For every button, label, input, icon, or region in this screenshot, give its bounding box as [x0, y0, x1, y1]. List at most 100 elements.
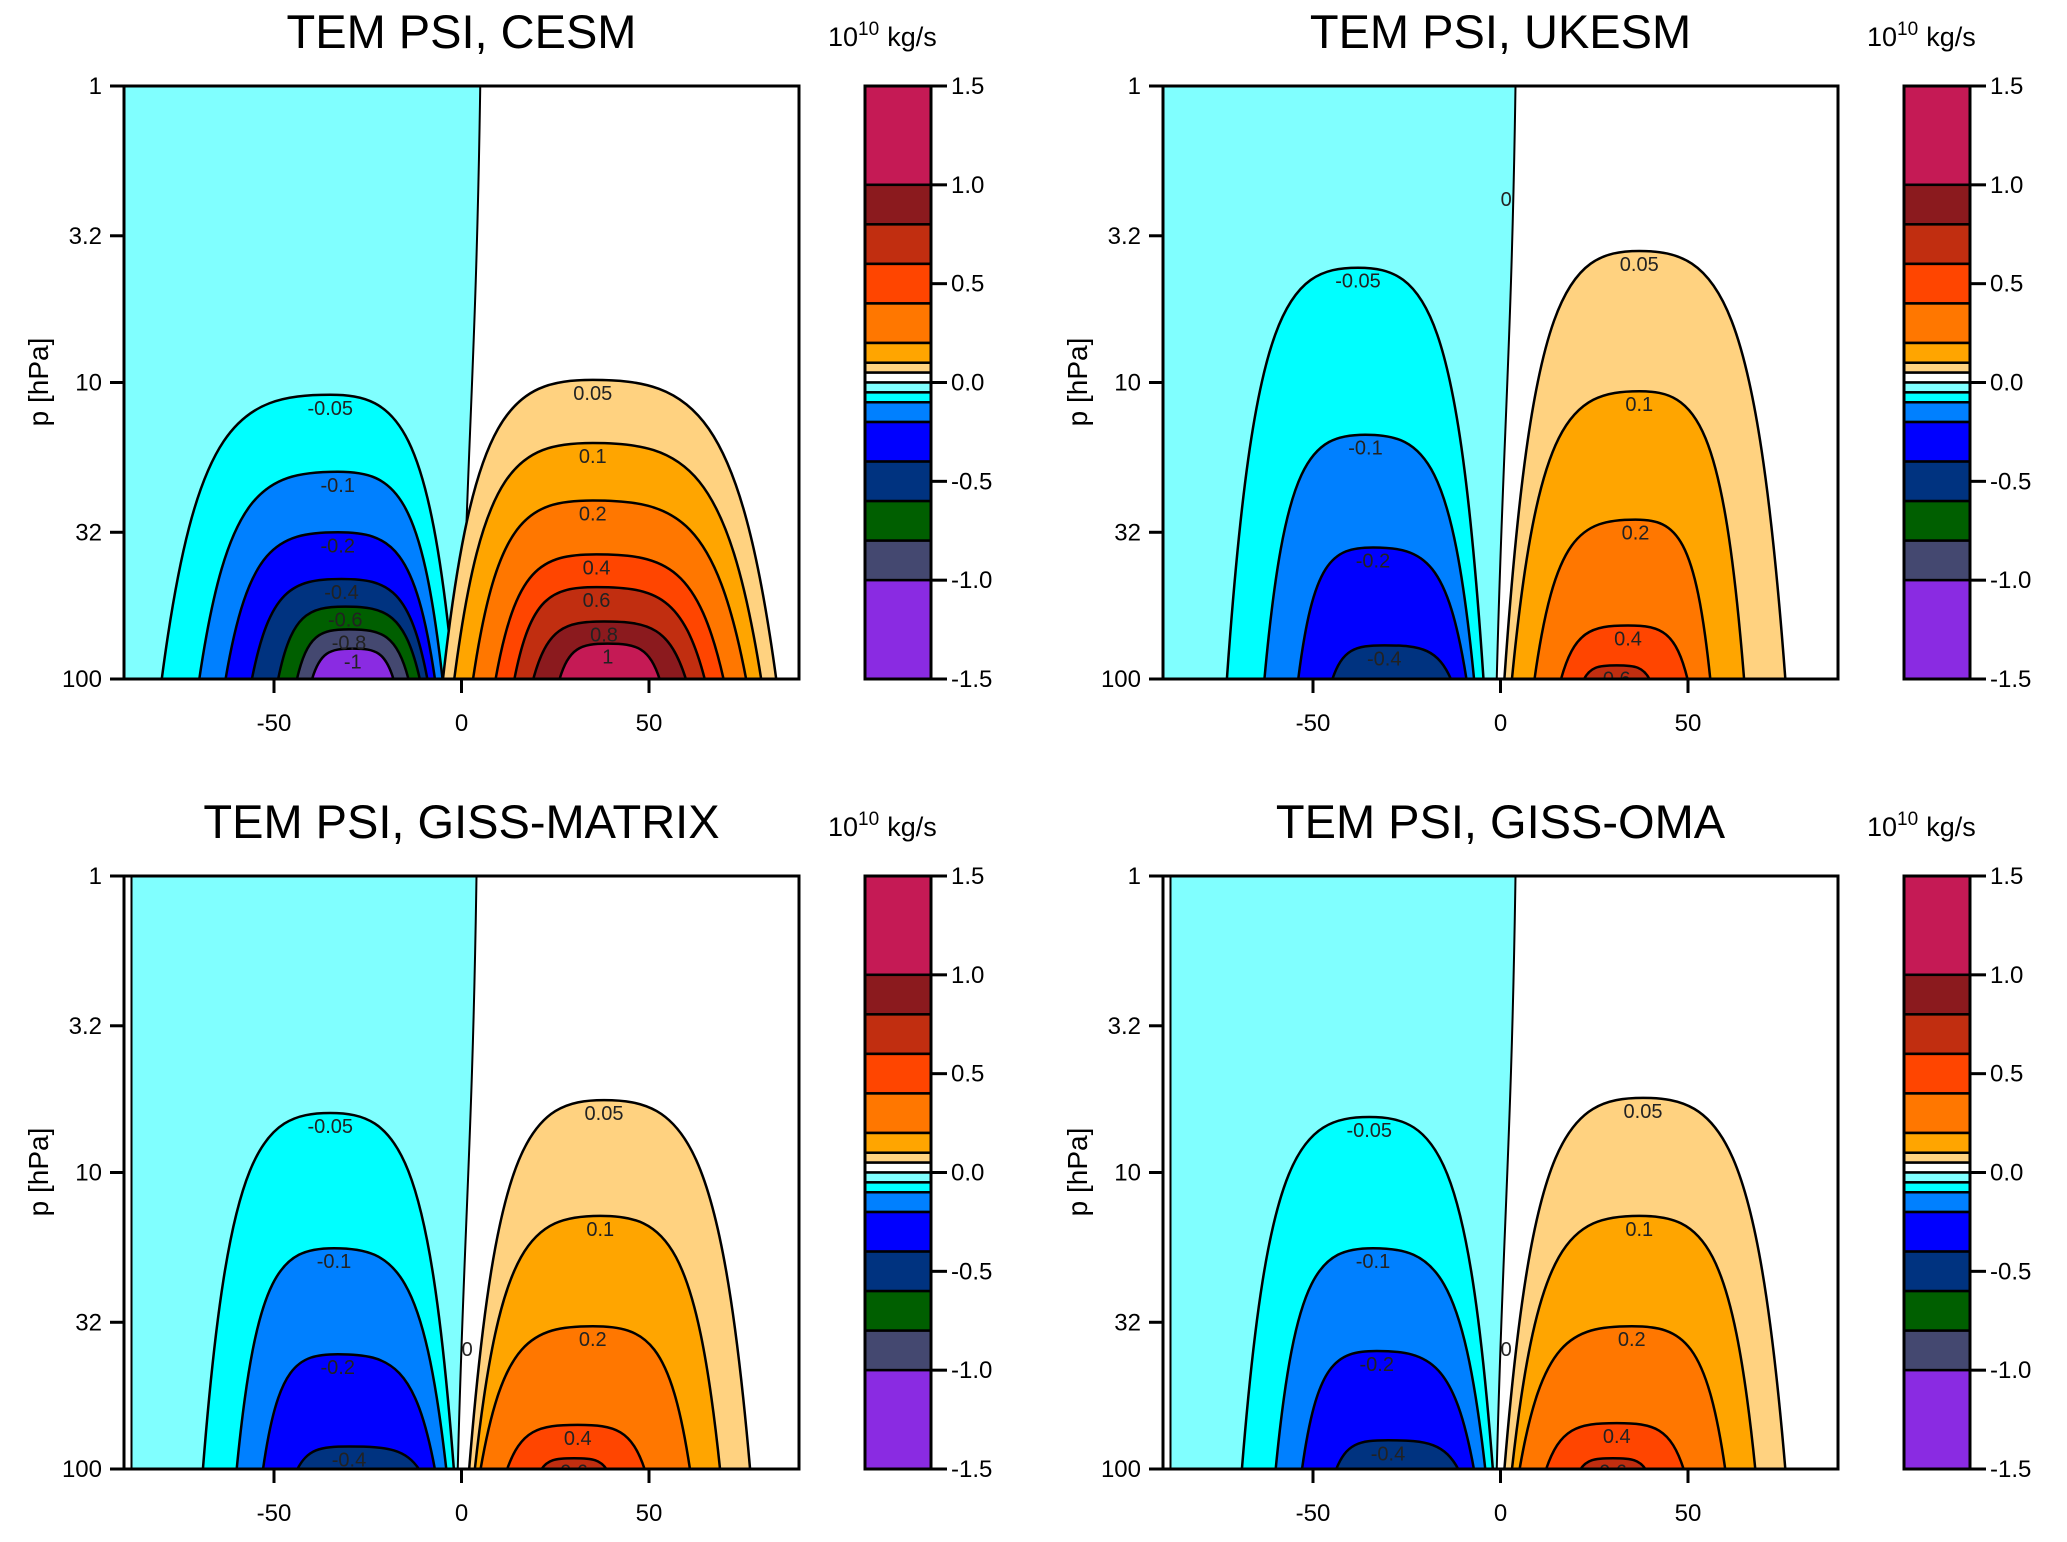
colorbar-band: [863, 183, 933, 226]
colorbar-band: [1902, 223, 1972, 266]
colorbar: 1.5 1.0 0.5 0.0 -0.5 -1.0 -1.5: [1902, 73, 2031, 693]
contour-label: -0.2: [321, 535, 355, 557]
colorbar-band: [1902, 1250, 1972, 1293]
contour-label: 0.1: [579, 446, 607, 468]
colorbar-band: [1902, 460, 1972, 503]
colorbar: 1.5 1.0 0.5 0.0 -0.5 -1.0 -1.5: [863, 73, 992, 693]
colorbar-tick-label: 0.5: [951, 271, 984, 298]
colorbar-unit-label: 1010 kg/s: [828, 809, 937, 842]
colorbar-band: [863, 1289, 933, 1332]
y-tick-label: 32: [1114, 519, 1141, 546]
contour-label: -0.2: [1360, 1354, 1394, 1376]
colorbar-band: [863, 460, 933, 503]
colorbar-band: [863, 371, 933, 384]
contour-level--0.4: [1334, 1439, 1460, 1469]
colorbar-tick-label: -1.5: [951, 666, 992, 693]
unit-text: kg/s: [1926, 22, 1976, 52]
contour-label: 0.05: [1620, 254, 1659, 276]
contour-level--1: [310, 647, 395, 679]
contour-label: -0.8: [332, 632, 366, 654]
zero-contour-label: 0: [1501, 189, 1512, 211]
colorbar: 1.5 1.0 0.5 0.0 -0.5 -1.0 -1.5: [863, 863, 992, 1483]
contour-label: 0.4: [583, 557, 611, 579]
unit-text: kg/s: [887, 22, 937, 52]
contour-level--0.2: [1297, 546, 1468, 679]
unit-exponent: 10: [1897, 809, 1918, 830]
unit-exponent: 10: [858, 809, 879, 830]
colorbar-band: [1902, 1013, 1972, 1056]
contour-label: 0.2: [1618, 1329, 1646, 1351]
colorbar-band: [863, 973, 933, 1016]
colorbar-tick-label: -0.5: [1990, 1258, 2031, 1285]
unit-base: 10: [828, 22, 858, 52]
contour-label: 0.1: [1625, 1219, 1653, 1241]
unit-exponent: 10: [1897, 19, 1918, 40]
colorbar-band: [863, 1171, 933, 1184]
x-tick-label: -50: [257, 710, 292, 737]
colorbar-band: [863, 1329, 933, 1372]
contour-label: -0.1: [317, 1251, 351, 1273]
colorbar-tick-label: -1.0: [1990, 1357, 2031, 1384]
colorbar-tick-label: 1.0: [951, 962, 984, 989]
y-tick-label: 1: [89, 863, 102, 890]
contour-label: -0.1: [1356, 1251, 1390, 1273]
contour-level--0.4: [296, 1445, 421, 1469]
y-tick-label: 100: [1101, 1456, 1141, 1483]
contour-label: 0.4: [1614, 628, 1642, 650]
colorbar-band: [1902, 262, 1972, 305]
colorbar-band: [1902, 973, 1972, 1016]
zero-contour-label: 0: [462, 1339, 473, 1361]
contour-level-0.4: [505, 1423, 646, 1469]
y-tick-label: 32: [75, 1309, 102, 1336]
colorbar-band: [1902, 341, 1972, 364]
zero-contour-label: 0: [1501, 1339, 1512, 1361]
y-tick-label: 32: [75, 519, 102, 546]
colorbar-band: [1902, 1181, 1972, 1194]
colorbar-unit-label: 1010 kg/s: [828, 19, 937, 52]
colorbar-tick-label: 1.5: [1990, 73, 2023, 100]
colorbar-band: [1902, 371, 1972, 384]
colorbar-band: [863, 341, 933, 364]
x-tick-label: 50: [636, 710, 663, 737]
colorbar-band: [1902, 1329, 1972, 1372]
unit-exponent: 10: [858, 19, 879, 40]
x-tick-label: 50: [1675, 1500, 1702, 1527]
colorbar-band: [863, 420, 933, 463]
colorbar-tick-label: -1.0: [951, 1357, 992, 1384]
colorbar-tick-label: -0.5: [951, 468, 992, 495]
colorbar-tick-label: 0.0: [951, 1160, 984, 1187]
colorbar-tick-label: 0.0: [1990, 1160, 2023, 1187]
colorbar-band: [863, 1368, 933, 1471]
x-tick-label: 0: [455, 710, 468, 737]
colorbar-band: [1902, 1151, 1972, 1164]
contour-label: 0.6: [1599, 1461, 1627, 1483]
contour-level-0.4: [1544, 1421, 1685, 1469]
colorbar-band: [1902, 874, 1972, 977]
contour-label: 0.05: [1624, 1101, 1663, 1123]
contour-area: -0.05 0.05 -0.1 0.1 -0.2 0.2 -0.4 0.4 0.6 0: [130, 876, 752, 1469]
colorbar-tick-label: -0.5: [951, 1258, 992, 1285]
colorbar-band: [863, 1052, 933, 1095]
contour-label: 0.1: [586, 1219, 614, 1241]
contour-label: -0.2: [1356, 550, 1390, 572]
colorbar-band: [863, 1181, 933, 1194]
contour-label: -0.05: [1346, 1120, 1392, 1142]
panel-tem-psi-ukesm: -0.05 0.05 -0.1 0.1 -0.2 0.2 -0.4 0.4 0.6 0 TEM PS…: [1062, 5, 2031, 737]
contour-label: 0.4: [564, 1428, 592, 1450]
colorbar-band: [1902, 1052, 1972, 1095]
colorbar-band: [1902, 302, 1972, 345]
colorbar-band: [1902, 183, 1972, 226]
contour-level--0.2: [1300, 1349, 1476, 1469]
colorbar-band: [863, 262, 933, 305]
panel-title: TEM PSI, CESM: [287, 5, 637, 58]
colorbar-tick-label: 1.0: [951, 172, 984, 199]
colorbar-band: [863, 1151, 933, 1164]
contour-label: 0.2: [579, 503, 607, 525]
x-tick-label: 0: [1494, 710, 1507, 737]
colorbar-tick-label: 0.5: [951, 1061, 984, 1088]
colorbar-band: [863, 1250, 933, 1293]
colorbar-tick-label: -1.5: [951, 1456, 992, 1483]
panel-title: TEM PSI, UKESM: [1310, 5, 1691, 58]
colorbar-band: [863, 539, 933, 582]
